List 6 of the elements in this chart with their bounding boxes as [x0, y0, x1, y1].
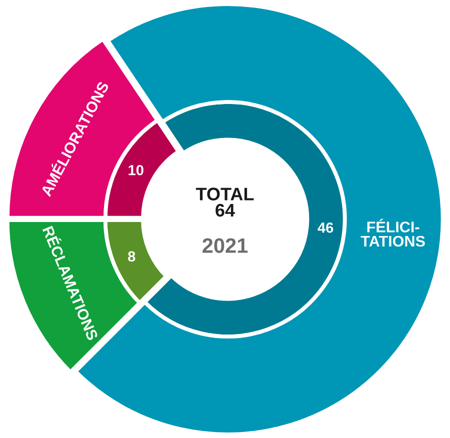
slice-label: FÉLICI- TATIONS	[360, 218, 425, 247]
text: 2021	[202, 238, 248, 253]
data-label: 46	[318, 222, 334, 233]
data-label: 8	[128, 251, 136, 262]
data-label: 10	[128, 164, 144, 176]
text: TOTAL 64	[196, 188, 254, 217]
